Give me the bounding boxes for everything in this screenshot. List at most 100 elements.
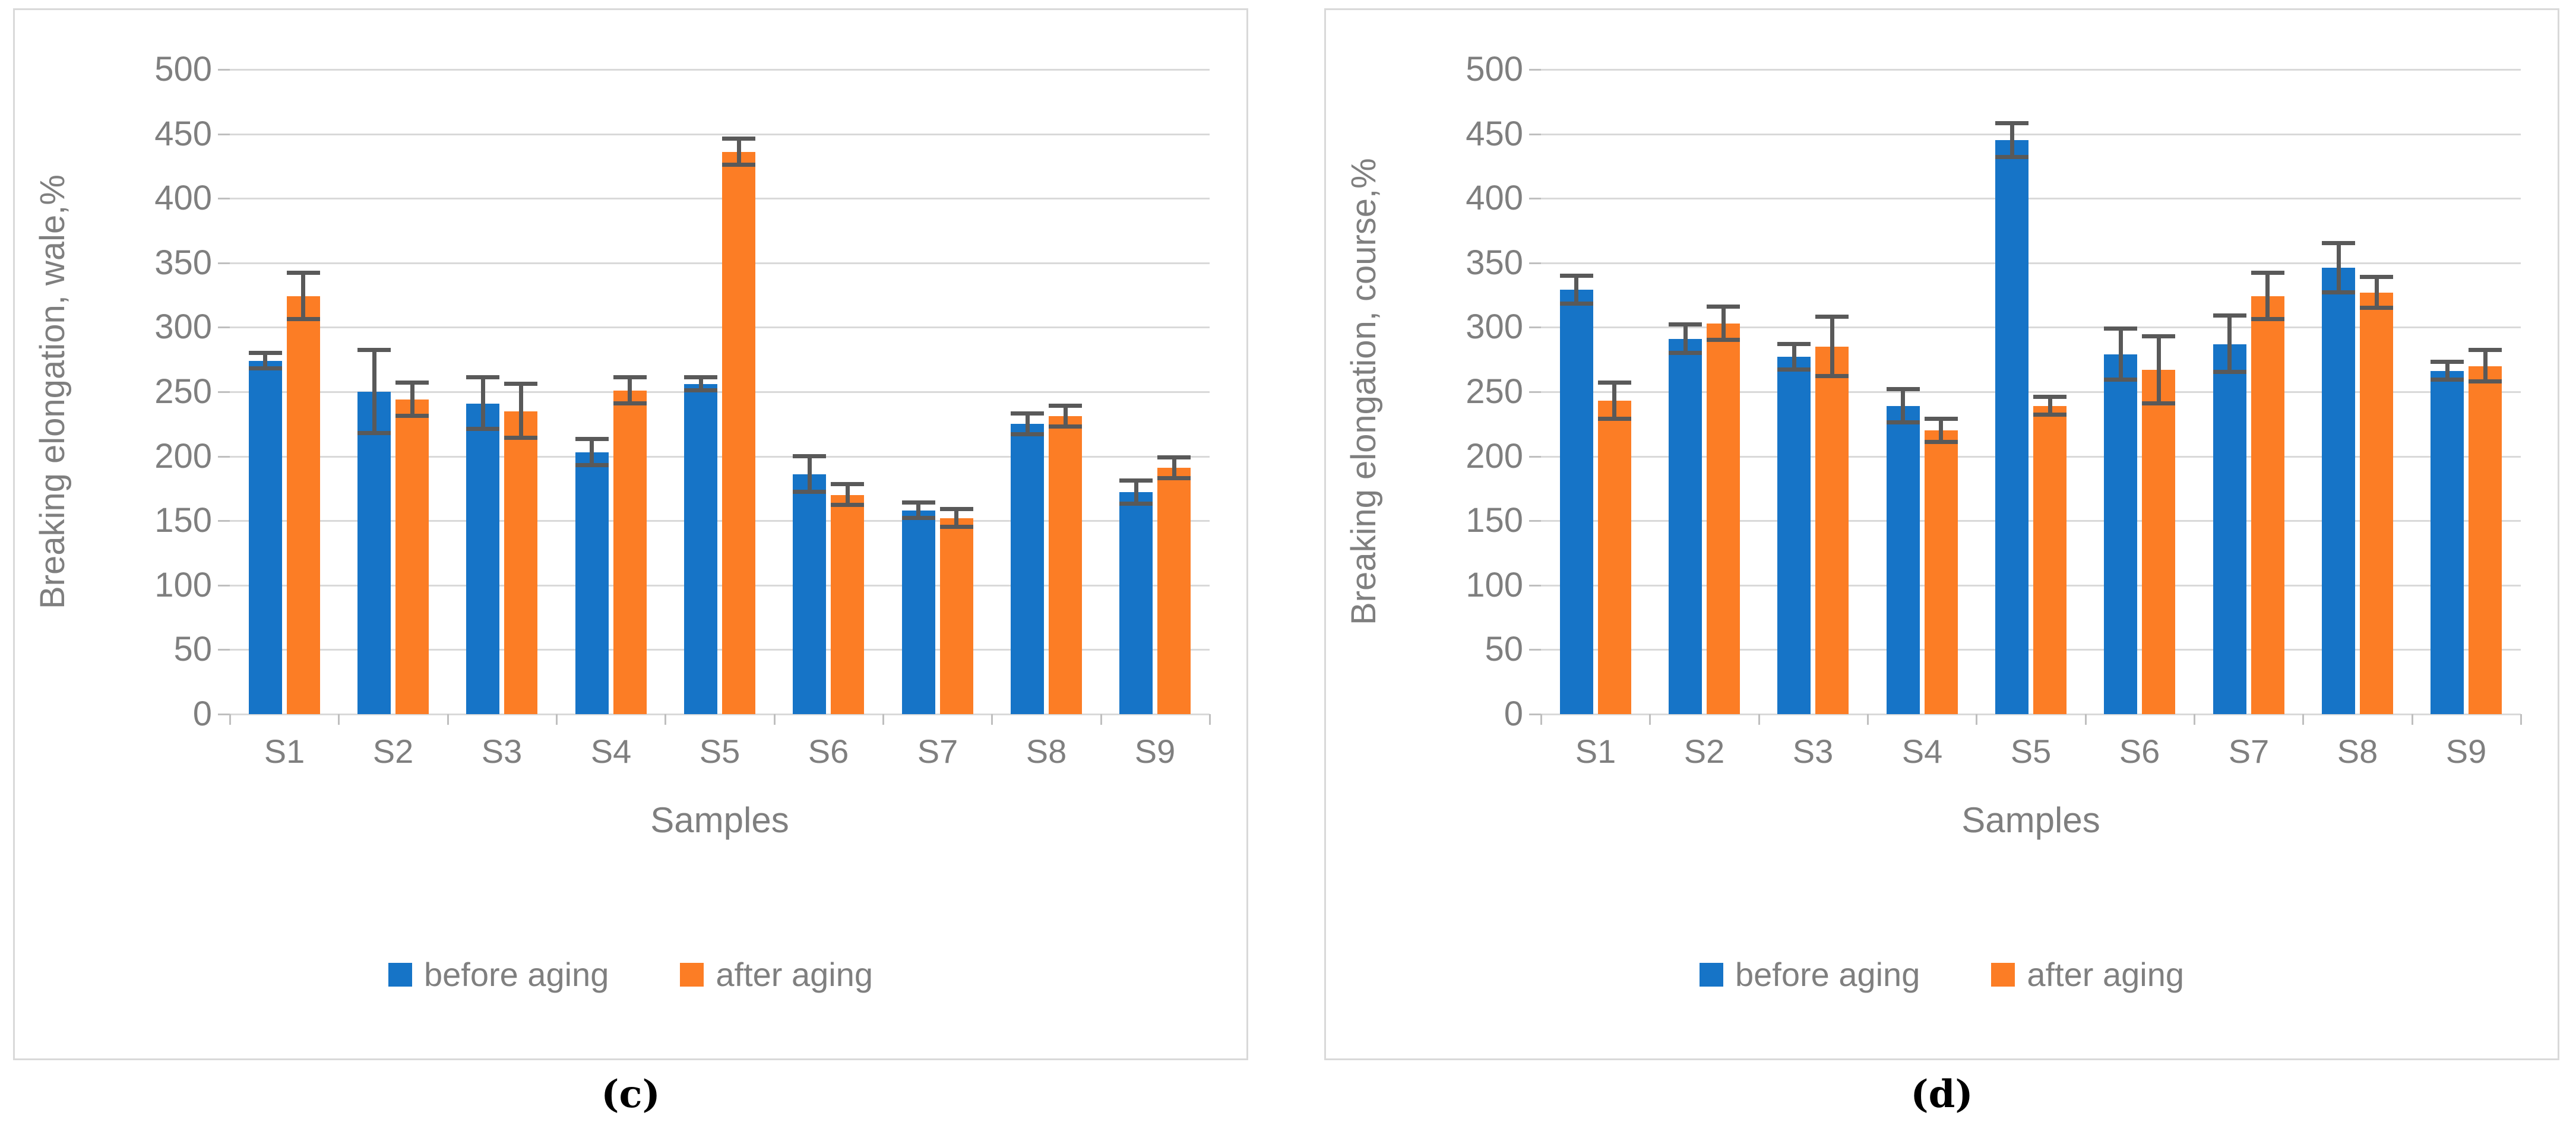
error-bar-cap [1598, 417, 1631, 421]
error-bar-cap [249, 366, 282, 370]
bar-after-aging-S6 [2142, 370, 2175, 714]
error-bar-cap [1119, 478, 1153, 483]
error-bar-line [628, 378, 632, 404]
x-tick-label-S3: S3 [1792, 733, 1834, 770]
y-tick-label: 50 [1485, 630, 1523, 668]
y-axis-tick [1529, 520, 1541, 522]
bar-after-aging-S4 [613, 391, 647, 714]
error-bar-line [1939, 419, 1943, 442]
error-bar-line [1901, 389, 1905, 423]
error-bar-cap [613, 401, 647, 405]
error-bar-cap [684, 388, 717, 392]
error-bar-line [2048, 397, 2052, 415]
error-bar-cap [287, 271, 320, 275]
gridline [1541, 262, 2521, 264]
error-bar-line [2445, 362, 2450, 380]
legend-item-before-aging: before aging [1699, 955, 1920, 994]
error-bar-line [1683, 325, 1688, 353]
error-bar-cap [940, 525, 973, 529]
bar-before-aging-S3 [466, 404, 499, 714]
y-axis-tick [1529, 649, 1541, 651]
y-axis-tick [1529, 198, 1541, 199]
y-tick-label: 0 [1504, 695, 1523, 733]
x-axis-tick [1649, 714, 1651, 725]
error-bar-line [2227, 316, 2232, 372]
legend: before aging after aging [15, 955, 1246, 994]
x-tick-label-S2: S2 [1683, 733, 1725, 770]
error-bar-line [699, 378, 703, 391]
bar-before-aging-S4 [1887, 406, 1920, 714]
y-tick-label: 350 [154, 243, 212, 282]
y-axis-tick [218, 649, 230, 651]
x-axis-tick [1209, 714, 1211, 725]
x-tick-label-S4: S4 [1901, 733, 1943, 770]
gridline [1541, 520, 2521, 522]
error-bar-line [808, 456, 812, 492]
legend-swatch-before-aging [388, 962, 412, 987]
error-bar-cap [1049, 404, 1082, 408]
error-bar-cap [1669, 322, 1702, 326]
error-bar-cap [2322, 290, 2355, 294]
y-axis-tick [218, 456, 230, 458]
error-bar-line [263, 353, 267, 369]
gridline [230, 326, 1210, 328]
error-bar-cap [1925, 417, 1958, 421]
bar-after-aging-S2 [395, 400, 429, 714]
error-bar-cap [1707, 305, 1740, 309]
gridline [1541, 134, 2521, 135]
error-bar-cap [1925, 440, 1958, 444]
x-tick-label-S9: S9 [1134, 733, 1176, 770]
legend-swatch-after-aging [1991, 962, 2015, 987]
chart-panel-c: Breaking elongation, wale,% 500 450 400 350… [13, 8, 1248, 1060]
y-tick-label: 500 [1466, 50, 1523, 88]
error-bar-line [519, 384, 523, 438]
error-bar-cap [2251, 317, 2284, 321]
x-tick-label-S5: S5 [699, 733, 740, 770]
error-bar-cap [1011, 432, 1044, 436]
gridline [230, 262, 1210, 264]
gridline [230, 69, 1210, 71]
error-bar-line [1612, 383, 1616, 419]
gridline [1541, 649, 2521, 651]
x-tick-label-S1: S1 [1575, 733, 1616, 770]
legend-label-before-aging: before aging [1735, 956, 1920, 993]
x-axis-tick [774, 714, 776, 725]
x-tick-label-S6: S6 [808, 733, 849, 770]
error-bar-cap [831, 482, 864, 486]
legend: before aging after aging [1326, 955, 2558, 994]
bar-before-aging-S1 [249, 361, 282, 714]
bar-before-aging-S7 [2213, 344, 2246, 714]
bar-after-aging-S8 [2360, 293, 2393, 714]
y-axis-tick [218, 326, 230, 328]
error-bar-cap [613, 375, 647, 379]
bar-before-aging-S1 [1560, 290, 1593, 714]
gridline [1541, 69, 2521, 71]
error-bar-line [1064, 406, 1068, 427]
y-tick-label: 450 [1466, 115, 1523, 153]
y-tick-label: 500 [154, 50, 212, 88]
error-bar-cap [2104, 378, 2137, 382]
chart-panel-d: Breaking elongation, course,% 500 450 400 3… [1324, 8, 2559, 1060]
error-bar-cap [1157, 476, 1191, 480]
error-bar-cap [722, 163, 755, 167]
y-tick-label: 300 [1466, 307, 1523, 346]
error-bar-line [1721, 307, 1726, 340]
error-bar-cap [2033, 395, 2067, 399]
gridline [230, 134, 1210, 135]
error-bar-cap [2431, 360, 2464, 364]
error-bar-cap [793, 490, 826, 494]
y-axis-tick [218, 198, 230, 199]
error-bar-line [1134, 481, 1138, 504]
x-tick-label-S8: S8 [2337, 733, 2378, 770]
error-bar-cap [1777, 367, 1811, 372]
legend-item-after-aging: after aging [680, 955, 873, 994]
legend-label-before-aging: before aging [423, 956, 609, 993]
y-axis-tick [218, 520, 230, 522]
bar-before-aging-S6 [2104, 354, 2137, 714]
y-axis-title: Breaking elongation, wale,% [33, 175, 72, 609]
x-axis-tick [664, 714, 666, 725]
bar-before-aging-S4 [575, 452, 609, 714]
y-tick-label: 250 [154, 372, 212, 411]
error-bar-cap [2322, 241, 2355, 245]
error-bar-cap [2213, 313, 2246, 318]
